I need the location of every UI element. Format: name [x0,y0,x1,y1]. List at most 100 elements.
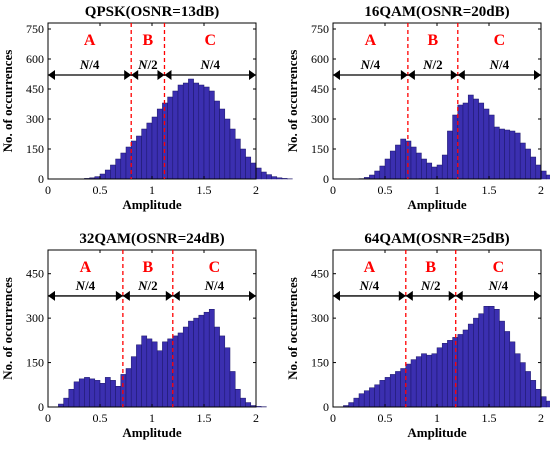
histogram-bar [156,350,163,408]
y-tick-label: 300 [311,112,329,126]
histogram-bar [519,362,526,408]
histogram-bar [255,167,262,180]
segment-label: N/2 [420,278,441,293]
histogram-bar [499,320,505,408]
arrow-head-left [122,290,130,301]
histogram-bar [172,90,179,180]
y-tick-label: 450 [311,82,329,96]
histogram-bar [545,400,550,408]
histogram-bar [530,156,537,180]
histogram-bar [525,148,531,180]
region-label: B [425,259,436,276]
x-tick-label: 1.5 [482,411,497,425]
region-label: B [428,32,439,49]
x-tick-label: 0.5 [378,183,393,197]
chart-panel-4: 0 0.5 1 1.5 2 0 150 300 450 64QAM(OSNR=25dB) Ampli… [285,231,550,440]
histogram-bar [172,335,179,408]
x-tick-label: 0 [330,183,336,197]
segment-label: N/4 [204,278,225,293]
segment-label: N/4 [489,57,510,72]
histogram-bar [99,383,106,408]
histogram-bar [182,82,189,180]
histogram-bar [229,371,236,408]
histogram-bar [493,308,500,408]
segment-label: N/4 [488,278,509,293]
y-tick-label: 600 [26,52,44,66]
arrow-head-left [131,70,139,80]
arrow-head-left [48,290,55,301]
histogram-bar [499,128,505,180]
histogram-bar [188,78,194,180]
segment-arrow [172,290,256,301]
segment-arrow [48,290,123,301]
histogram-bar [271,176,278,180]
histogram-bar [110,380,116,408]
x-tick-label: 1 [149,411,155,425]
histogram-bar [245,402,252,408]
histogram-bar [255,406,262,408]
histogram-bars [343,306,550,408]
histogram-bar [426,354,433,408]
histogram-bar [99,173,106,180]
histogram-bar [431,353,438,408]
histogram-bar [104,377,111,408]
segment-label: N/2 [137,278,158,293]
histogram-bar [141,128,148,180]
histogram-bar [234,388,241,408]
region-label: B [143,32,154,49]
histogram-bar [504,129,511,180]
x-axis-label: Amplitude [122,197,181,212]
histogram-bar [208,308,215,408]
y-tick-label: 150 [26,356,44,370]
histogram-bar [260,171,267,180]
segment-arrow [131,70,165,80]
histogram-bar [400,368,407,408]
histogram-bar [125,146,132,180]
segment-arrow [333,70,408,80]
y-tick-label: 300 [26,112,44,126]
histogram-bar [348,402,355,408]
histogram-bar [504,331,511,408]
histogram-bar [219,335,226,408]
histogram-bar [198,84,205,180]
arrow-head-right [165,290,173,301]
histogram-bar [276,177,283,180]
histogram-bar [467,323,474,408]
y-tick-label: 150 [311,142,329,156]
histogram-bar [203,86,210,180]
histogram-bar [395,371,401,408]
histogram-bar [369,174,375,180]
chart-panel-2: 0 0.5 1 1.5 2 0 150 300 450 600 750 16QAM(OSNR=20dB… [285,4,550,212]
histogram-bar [421,353,427,408]
arrow-head-right [249,290,256,301]
arrow-head-left [333,70,340,80]
histogram-bar [447,130,453,180]
histogram-bar [208,90,215,180]
region-label: B [143,259,154,276]
x-tick-label: 2 [538,411,544,425]
histogram-bar [462,329,469,408]
y-tick-label: 750 [26,22,44,36]
histogram-bar [436,164,443,180]
x-tick-label: 0.5 [93,183,108,197]
x-axis-label: Amplitude [407,197,466,212]
y-tick-label: 300 [26,311,44,325]
y-tick-label: 0 [38,400,44,414]
histogram-bar [151,341,158,408]
histogram-bar [384,377,391,408]
histogram-bar [535,164,542,180]
arrow-head-right [124,70,132,80]
histogram-bar [525,371,531,408]
region-label: A [364,259,376,276]
segment-label: N/2 [422,57,443,72]
histogram-bar [182,326,189,408]
histogram-bar [514,353,521,408]
y-tick-label: 450 [26,82,44,96]
segment-arrow [164,70,256,80]
region-label: A [80,259,92,276]
arrow-head-left [164,70,172,80]
histogram-bar [374,170,381,180]
histogram-bar [146,122,153,180]
region-label: A [84,32,96,49]
segment-arrow [457,70,541,80]
